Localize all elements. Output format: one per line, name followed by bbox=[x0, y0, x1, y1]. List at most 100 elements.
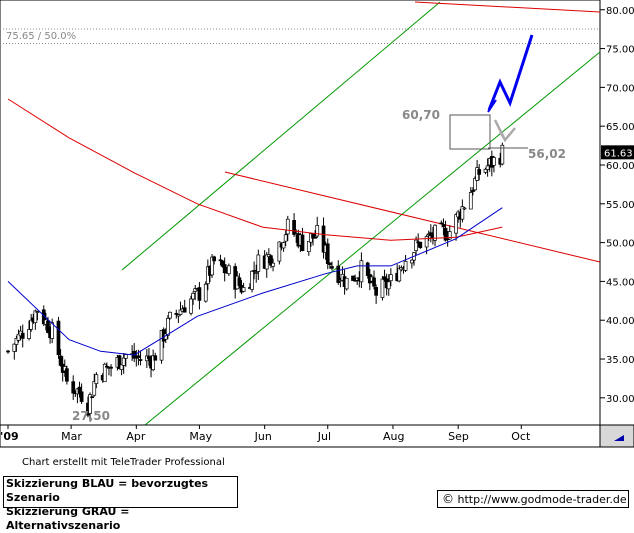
candle-body bbox=[439, 222, 444, 225]
x-tick-label: May bbox=[189, 430, 212, 443]
candle-body bbox=[292, 220, 296, 235]
candle-body bbox=[424, 236, 429, 248]
candle-body bbox=[90, 396, 94, 399]
candle-body bbox=[306, 240, 311, 252]
candle-body bbox=[241, 287, 246, 292]
candle-body bbox=[222, 264, 227, 274]
candle-body bbox=[27, 329, 31, 340]
candle-body bbox=[325, 243, 330, 265]
candle-body bbox=[237, 277, 242, 286]
candle-body bbox=[123, 354, 128, 359]
low-annotation: 27,50 bbox=[72, 409, 110, 423]
candle-body bbox=[386, 281, 391, 290]
candle-body bbox=[359, 260, 364, 283]
candle-body bbox=[447, 231, 452, 240]
candle-body bbox=[14, 338, 19, 345]
candle-body bbox=[471, 190, 475, 192]
candle-body bbox=[418, 241, 423, 249]
candle-body bbox=[382, 276, 387, 281]
candle-body bbox=[300, 234, 305, 251]
candle-body bbox=[20, 332, 25, 339]
candle-body bbox=[176, 314, 181, 317]
candle-body bbox=[283, 234, 288, 242]
candle-body bbox=[174, 313, 179, 315]
y-tick-label: 35.00 bbox=[606, 355, 634, 366]
candle-body bbox=[269, 255, 273, 266]
ma_slow-line bbox=[7, 98, 503, 241]
y-tick-label: 70.00 bbox=[606, 83, 634, 94]
candle-body bbox=[220, 260, 225, 267]
candle-body bbox=[189, 298, 193, 314]
scenario-gray-head bbox=[499, 131, 511, 142]
candle-body bbox=[138, 359, 143, 361]
candle-body bbox=[285, 218, 290, 235]
candle-body bbox=[256, 254, 261, 272]
x-tick-label: '09 bbox=[0, 430, 19, 443]
candle-body bbox=[462, 207, 467, 210]
source-url[interactable]: © http://www.godmode-trader.de bbox=[437, 490, 629, 508]
candle-body bbox=[351, 275, 355, 281]
candle-body bbox=[271, 262, 275, 267]
candle-body bbox=[119, 364, 124, 370]
candle-body bbox=[397, 268, 402, 282]
candle-body bbox=[330, 266, 334, 269]
candle-body bbox=[315, 225, 320, 237]
candle-body bbox=[92, 381, 97, 396]
copyright-icon: © bbox=[442, 492, 454, 506]
resistance-line bbox=[224, 171, 601, 263]
candle-body bbox=[454, 214, 458, 234]
candle-body bbox=[33, 310, 38, 324]
candle-body bbox=[254, 272, 259, 274]
candle-body bbox=[210, 256, 214, 276]
candle-body bbox=[102, 363, 107, 383]
candle-body bbox=[117, 355, 122, 370]
candle-body bbox=[153, 355, 158, 361]
candle-body bbox=[136, 355, 141, 358]
candle-body bbox=[88, 394, 92, 414]
candle-body bbox=[389, 274, 393, 282]
candle-body bbox=[250, 270, 254, 290]
x-tick-label: Apr bbox=[126, 430, 146, 443]
candle-body bbox=[336, 265, 341, 283]
candle-body bbox=[441, 224, 446, 228]
x-tick-label: Mar bbox=[61, 430, 82, 443]
scroll-arrow-icon bbox=[614, 435, 624, 441]
upper-resistance-line bbox=[414, 1, 601, 13]
y-tick-label: 40.00 bbox=[606, 316, 634, 327]
candle-body bbox=[403, 261, 408, 271]
x-axis-bar bbox=[0, 424, 601, 448]
source-url-text: http://www.godmode-trader.de bbox=[457, 493, 627, 506]
legend-blue: Skizzierung BLAU = bevorzugtes Szenario bbox=[6, 477, 209, 504]
candle-body bbox=[58, 355, 63, 366]
candle-body bbox=[477, 169, 482, 175]
x-tick-label: Aug bbox=[383, 430, 404, 443]
x-tick-label: Jun bbox=[254, 430, 272, 443]
candle-body bbox=[443, 227, 448, 241]
candle-body bbox=[50, 322, 55, 339]
candle-body bbox=[227, 265, 231, 275]
candle-body bbox=[277, 241, 282, 262]
candle-body bbox=[414, 239, 418, 251]
footer-note: Chart erstellt mit TeleTrader Profession… bbox=[22, 457, 225, 468]
y-tick-label: 50.00 bbox=[606, 239, 634, 250]
last-price-tag bbox=[601, 145, 634, 160]
candle-body bbox=[264, 254, 269, 270]
candle-body bbox=[365, 262, 370, 276]
ma_fast-line bbox=[7, 207, 503, 356]
candle-body bbox=[109, 366, 113, 369]
candle-body bbox=[197, 287, 202, 301]
x-tick-label: Sep bbox=[448, 430, 469, 443]
scenario-legend: Skizzierung BLAU = bevorzugtes Szenario … bbox=[3, 476, 238, 532]
y-tick-label: 65.00 bbox=[606, 122, 634, 133]
plot-frame bbox=[0, 0, 601, 426]
legend-gray: Skizzierung GRAU = Alternativszenario bbox=[6, 505, 130, 532]
candle-body bbox=[178, 309, 183, 315]
scroll-area bbox=[599, 424, 634, 448]
y-tick-label: 45.00 bbox=[606, 277, 634, 288]
candle-body bbox=[182, 307, 187, 313]
candle-body bbox=[46, 320, 50, 333]
y-tick-label: 80.00 bbox=[606, 6, 634, 17]
candle-body bbox=[29, 319, 33, 330]
candle-body bbox=[6, 350, 10, 353]
candle-body bbox=[35, 311, 40, 313]
